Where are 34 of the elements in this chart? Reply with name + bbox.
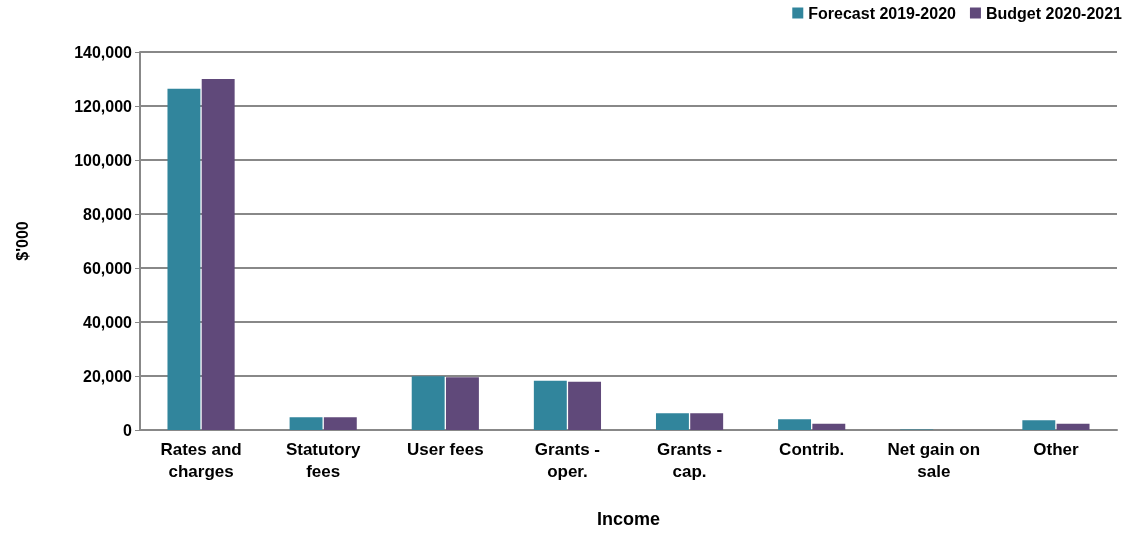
bar (690, 413, 724, 430)
bar (1056, 423, 1090, 430)
bar (167, 88, 201, 430)
x-tick-label: User fees (407, 439, 484, 459)
bar (323, 417, 357, 430)
bar (289, 417, 323, 430)
legend-label: Forecast 2019-2020 (808, 4, 957, 22)
x-tick-label: Other (1033, 439, 1079, 459)
x-tick-label: Statutory fees (285, 439, 362, 481)
bar (568, 381, 602, 430)
y-tick-label: 0 (123, 421, 133, 439)
x-axis-title: Income (596, 509, 661, 529)
bar (812, 423, 846, 430)
x-tick-label: Rates and charges (160, 439, 242, 481)
y-tick-label: 20,000 (83, 367, 133, 385)
bar (445, 377, 479, 430)
legend-label: Budget 2020-2021 (985, 4, 1123, 22)
x-tick-label: Net gain on sale (887, 439, 981, 481)
y-tick-label: 60,000 (83, 259, 133, 277)
bar (1022, 420, 1056, 430)
y-tick-label: 120,000 (74, 97, 133, 115)
bar (201, 79, 235, 430)
y-tick-label: 100,000 (74, 151, 133, 169)
x-tick-label: Grants - oper. (534, 439, 601, 481)
x-tick-label: Contrib. (779, 439, 845, 459)
bar (655, 413, 689, 430)
y-tick-label: 40,000 (83, 313, 133, 331)
y-axis-title: $'000 (13, 221, 31, 261)
bar (411, 376, 445, 430)
x-tick-label: Grants - cap. (656, 439, 723, 481)
y-tick-label: 80,000 (83, 205, 133, 223)
bar (778, 419, 812, 430)
bar (533, 380, 567, 430)
y-tick-label: 140,000 (74, 43, 133, 61)
